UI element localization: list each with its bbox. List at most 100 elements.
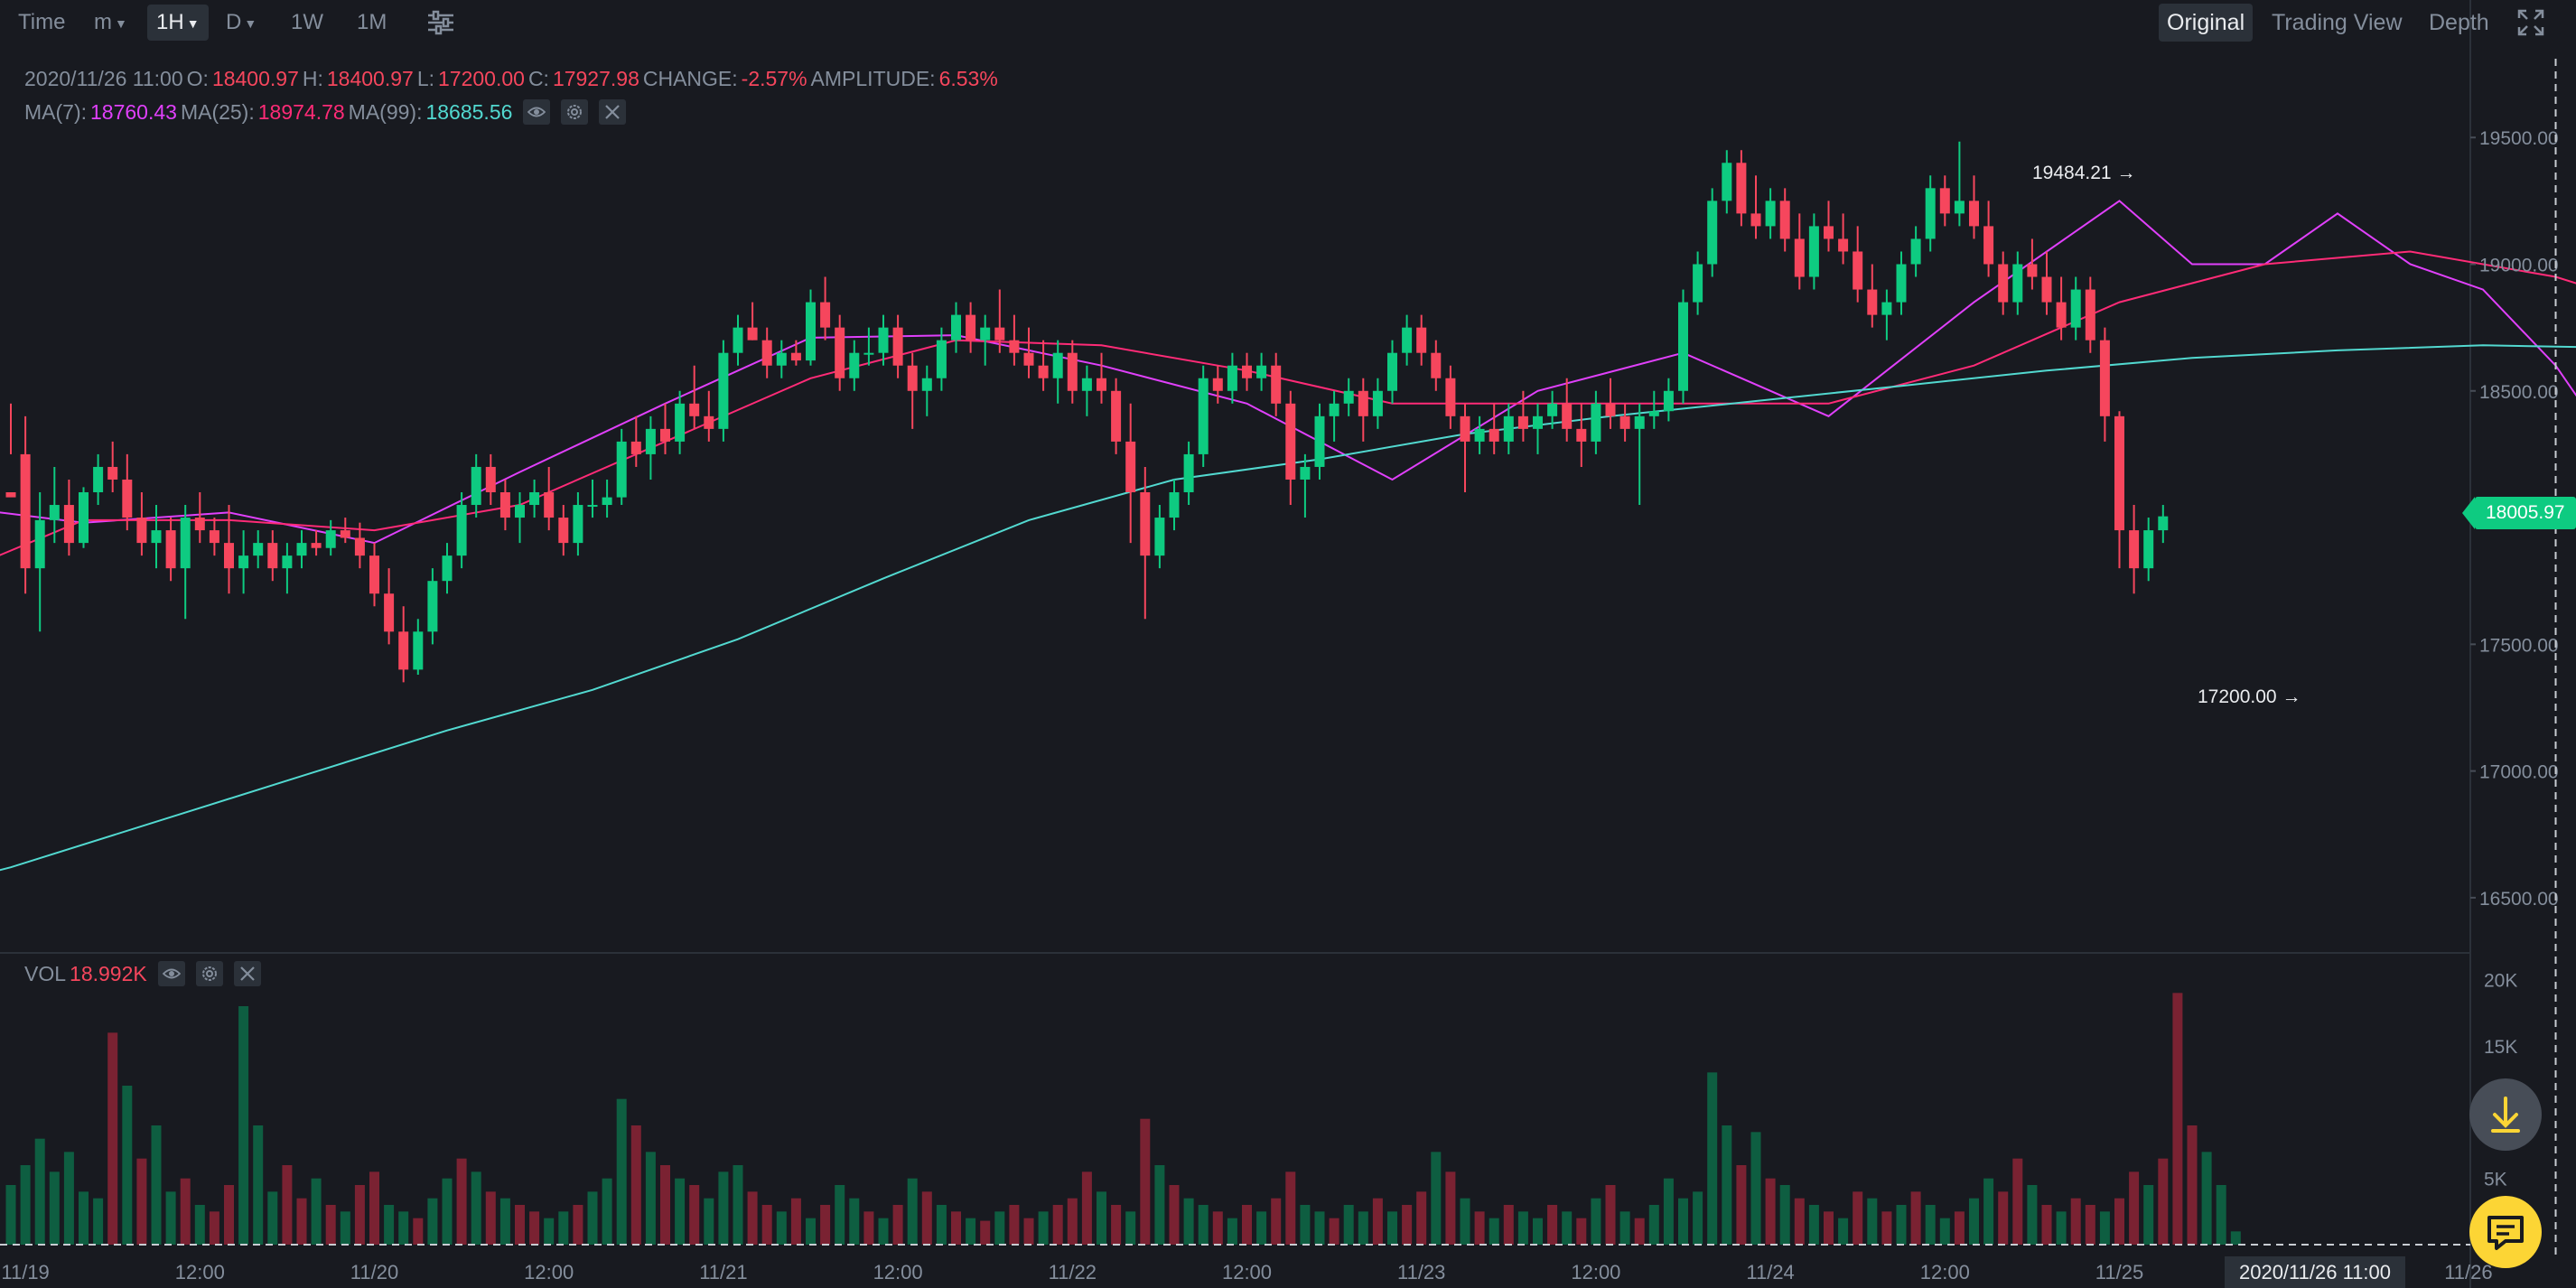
tab-depth[interactable]: Depth	[2429, 10, 2489, 35]
month-interval-button[interactable]: 1M	[357, 10, 387, 34]
candle-down	[63, 505, 74, 544]
fullscreen-icon[interactable]	[2516, 8, 2545, 37]
day-interval-dropdown[interactable]: D ▼	[217, 5, 266, 41]
volume-bar-down	[1402, 1205, 1413, 1245]
minute-interval-dropdown[interactable]: m ▼	[85, 5, 136, 41]
volume-bar-up	[2216, 1185, 2226, 1245]
change-value: -2.57%	[741, 67, 807, 90]
candle-up	[1648, 411, 1659, 416]
candle-down	[1750, 213, 1761, 227]
candle-down	[1605, 403, 1616, 416]
amplitude-label: AMPLITUDE:	[810, 67, 936, 90]
eye-icon	[527, 107, 546, 117]
candle-up	[1707, 201, 1718, 265]
volume-bar-down	[689, 1185, 700, 1245]
volume-bar-down	[1503, 1205, 1514, 1245]
candle-down	[1271, 365, 1282, 404]
candle-up	[1329, 403, 1339, 416]
volume-bar-down	[1547, 1205, 1558, 1245]
volume-bar-down	[1052, 1205, 1063, 1245]
candle-down	[2027, 264, 2038, 277]
tab-original[interactable]: Original	[2159, 4, 2254, 42]
tab-trading-view[interactable]: Trading View	[2272, 10, 2403, 35]
volume-bar-down	[1372, 1198, 1383, 1245]
candle-up	[456, 505, 467, 556]
volume-bar-up	[994, 1211, 1005, 1245]
volume-bar-down	[1329, 1218, 1339, 1245]
arrow-right-icon: →	[2282, 686, 2301, 707]
minute-interval-label: m	[94, 10, 112, 34]
ma-visibility-button[interactable]	[523, 99, 551, 125]
volume-bar-down	[1634, 1218, 1645, 1245]
volume-bar-up	[645, 1152, 656, 1245]
candle-up	[1881, 302, 1892, 315]
volume-bar-up	[849, 1198, 860, 1245]
volume-bar-down	[325, 1205, 336, 1245]
volume-bar-up	[1431, 1152, 1442, 1245]
volume-bar-down	[1853, 1191, 1863, 1245]
chat-support-button[interactable]	[2469, 1196, 2542, 1268]
volume-bar-up	[165, 1191, 176, 1245]
price-tick-label: 17000.00	[2479, 762, 2559, 783]
volume-bar-down	[515, 1205, 525, 1245]
volume-bar-up	[2143, 1185, 2154, 1245]
settings-sliders-icon[interactable]	[425, 8, 457, 37]
candle-up	[427, 581, 438, 632]
ma-close-button[interactable]	[599, 99, 627, 125]
volume-bar-down	[1881, 1211, 1892, 1245]
volume-bar-up	[675, 1178, 686, 1245]
volume-tick-label: 5K	[2484, 1170, 2507, 1190]
volume-bar-up	[1038, 1211, 1049, 1245]
volume-bar-up	[2201, 1152, 2212, 1245]
candle-down	[136, 518, 147, 544]
volume-bar-up	[1314, 1211, 1325, 1245]
candle-down	[1489, 428, 1499, 442]
candle-down	[1460, 415, 1470, 442]
candle-up	[1503, 415, 1514, 442]
volume-bar-down	[180, 1178, 191, 1245]
volume-settings-button[interactable]	[195, 961, 223, 986]
candle-down	[1983, 226, 1994, 265]
volume-bar-down	[921, 1191, 932, 1245]
volume-bar-down	[2070, 1198, 2081, 1245]
candle-down	[761, 340, 772, 366]
candle-up	[238, 555, 249, 569]
volume-bar-up	[1750, 1132, 1761, 1245]
volume-visibility-button[interactable]	[157, 961, 185, 986]
time-interval-button[interactable]: Time	[18, 10, 66, 34]
volume-bar-up	[907, 1178, 918, 1245]
volume-bar-up	[558, 1211, 569, 1245]
scroll-to-latest-button[interactable]	[2469, 1078, 2542, 1151]
volume-bar-down	[2158, 1158, 2169, 1245]
volume-bar-down	[369, 1171, 379, 1245]
week-interval-button[interactable]: 1W	[291, 10, 323, 34]
candle-down	[1009, 340, 1020, 353]
candle-down	[1445, 378, 1456, 416]
volume-bar-down	[820, 1205, 831, 1245]
volume-bar-down	[2085, 1205, 2095, 1245]
volume-bar-up	[1896, 1205, 1907, 1245]
hour-interval-dropdown[interactable]: 1H ▼	[147, 5, 209, 41]
volume-info-row: VOL 18.992K	[24, 961, 265, 986]
candle-up	[645, 428, 656, 454]
price-tick-label: 19000.00	[2479, 256, 2559, 276]
volume-bar-up	[499, 1198, 510, 1245]
volume-bar-down	[224, 1185, 234, 1245]
candle-up	[1765, 201, 1776, 227]
candle-up	[1663, 390, 1674, 412]
candle-up	[616, 441, 627, 498]
candle-up	[1910, 238, 1921, 265]
ma-settings-button[interactable]	[561, 99, 589, 125]
candle-down	[1285, 403, 1296, 480]
candle-down	[369, 555, 379, 594]
chat-icon	[2487, 1216, 2524, 1250]
price-tick-label: 18500.00	[2479, 382, 2559, 403]
volume-bar-down	[790, 1198, 801, 1245]
close-icon	[239, 966, 255, 981]
candle-down	[398, 631, 409, 670]
volume-close-button[interactable]	[233, 961, 261, 986]
volume-bar-up	[1663, 1178, 1674, 1245]
candle-down	[499, 492, 510, 518]
volume-bar-up	[1707, 1072, 1718, 1245]
